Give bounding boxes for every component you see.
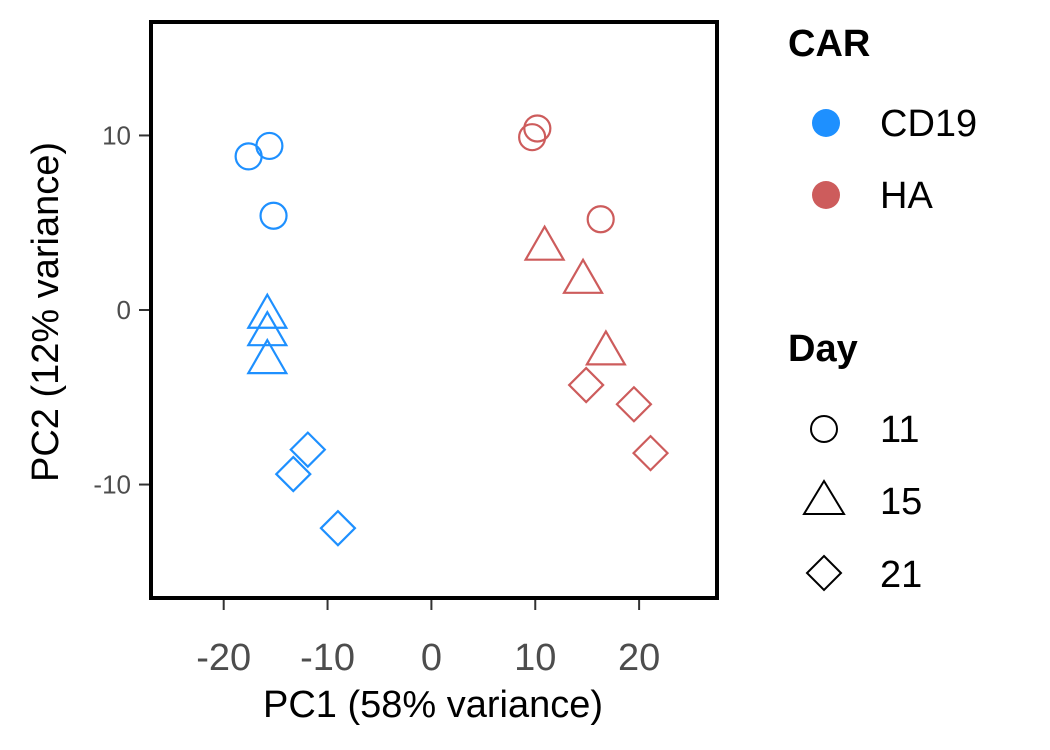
y-axis: -10 0 10 <box>93 120 149 500</box>
y-tick-label: 10 <box>102 120 131 150</box>
point-ha-day15-triangle <box>562 257 604 294</box>
legend-cd19-label: CD19 <box>880 103 977 145</box>
x-axis-title: PC1 (58% variance) <box>263 684 603 726</box>
point-cd19-day11-circle <box>255 131 284 161</box>
x-tick-label: 20 <box>618 637 660 679</box>
point-cd19-day21-diamond <box>274 455 312 493</box>
legend-day11-label: 11 <box>880 409 919 451</box>
point-ha-day11-circle <box>523 114 552 143</box>
point-cd19-day15-triangle <box>246 309 289 347</box>
data-points <box>234 114 670 547</box>
legend-diamond-icon <box>805 554 843 592</box>
legend-day: Day 11 15 21 <box>788 328 922 596</box>
point-ha-day15-triangle <box>523 224 566 261</box>
point-ha-day21-diamond <box>567 366 605 404</box>
point-cd19-day21-diamond <box>289 431 327 469</box>
legend-car: CAR CD19 HA <box>788 23 977 217</box>
point-cd19-day11-circle <box>259 201 288 230</box>
legend-ha-swatch <box>812 181 840 209</box>
y-tick-label: -10 <box>93 470 131 500</box>
point-cd19-day21-diamond <box>319 509 357 547</box>
plot-panel <box>149 20 719 600</box>
y-tick-label: 0 <box>117 295 131 325</box>
legend-circle-icon <box>810 415 838 443</box>
point-ha-day21-diamond <box>631 434 670 472</box>
x-tick-label: -20 <box>196 637 251 679</box>
legend-ha-label: HA <box>880 175 933 217</box>
x-tick-label: 0 <box>421 637 442 679</box>
point-cd19-day15-triangle <box>246 292 289 329</box>
point-ha-day15-triangle <box>584 329 627 366</box>
y-axis-title: PC2 (12% variance) <box>25 142 67 482</box>
legend-car-title: CAR <box>788 23 870 65</box>
x-tick-label: 10 <box>514 637 556 679</box>
point-cd19-day15-triangle <box>246 337 289 375</box>
legend-day-title: Day <box>788 328 858 370</box>
legend-day21-label: 21 <box>880 554 922 596</box>
legend-day15-label: 15 <box>880 481 922 523</box>
legend-cd19-swatch <box>812 109 840 137</box>
x-tick-label: -10 <box>300 637 355 679</box>
point-ha-day11-circle <box>586 205 615 234</box>
point-ha-day11-circle <box>518 123 547 152</box>
point-ha-day21-diamond <box>615 385 653 423</box>
legend-triangle-icon <box>802 479 846 515</box>
x-axis: -20 -10 0 10 20 <box>196 600 660 679</box>
